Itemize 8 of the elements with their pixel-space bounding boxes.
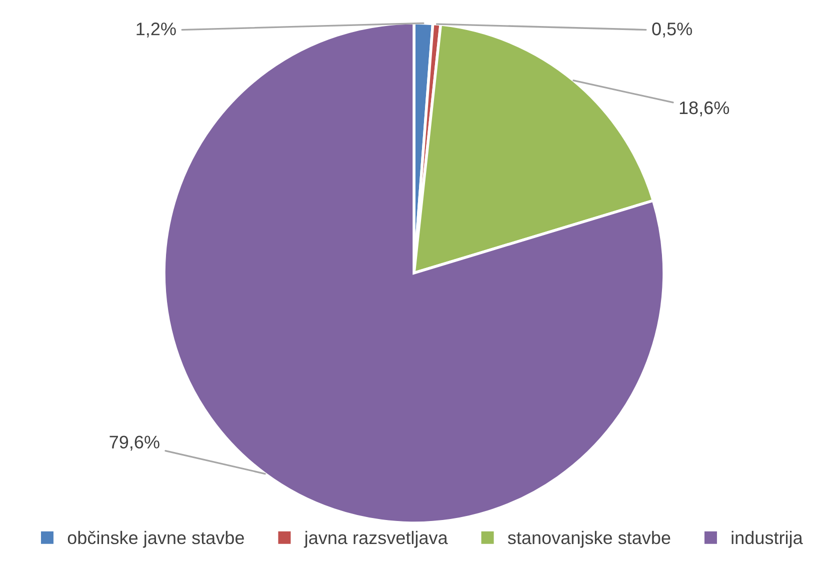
legend-label: industrija	[732, 530, 803, 548]
legend-label: javna razsvetljava	[304, 530, 448, 548]
data-label: 18,6%	[680, 101, 730, 116]
legend-label: občinske javne stavbe	[68, 530, 244, 548]
data-label: 79,6%	[110, 436, 160, 451]
data-label: 1,2%	[136, 22, 176, 38]
legend-label: stanovanjske stavbe	[508, 530, 670, 548]
data-label: 0,5%	[652, 22, 692, 38]
